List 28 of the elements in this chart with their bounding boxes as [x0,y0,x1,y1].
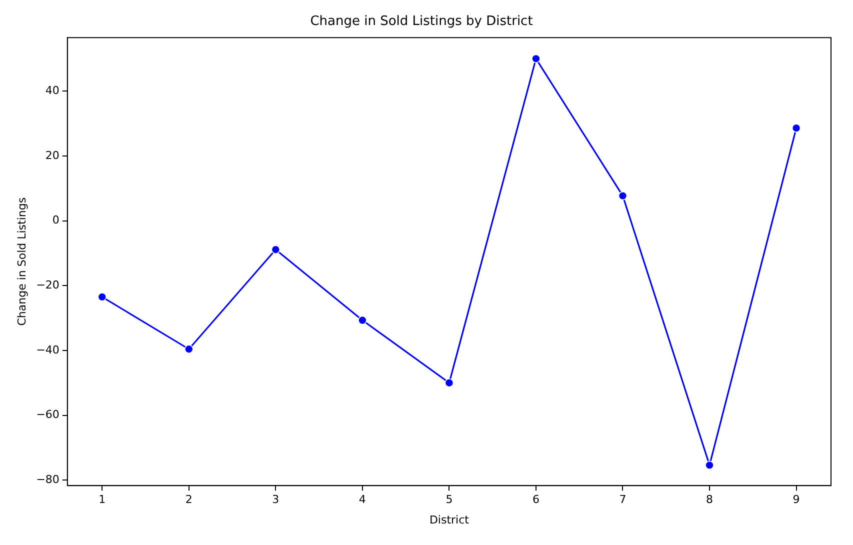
y-tick-label: 0 [52,214,60,227]
point [618,191,628,200]
point [792,124,801,132]
point [358,316,367,325]
x-tick-label: 8 [706,493,714,506]
y-tick-label: −40 [36,343,60,356]
y-tick-label: −60 [36,408,60,422]
x-tick-label: 9 [792,493,800,506]
x-tick-label: 3 [272,493,280,506]
point [184,344,194,354]
point [705,460,714,470]
chart-title: Change in Sold Listings by District [310,14,533,30]
x-tick-label: 2 [185,493,192,506]
x-tick-label: 4 [358,493,366,506]
y-tick-label: −80 [36,472,60,486]
x-tick-label: 6 [532,493,540,506]
x-tick-label: 7 [619,493,626,506]
point [532,54,540,64]
x-tick-label: 5 [446,493,453,506]
y-axis-title: Change in Sold Listings [15,197,28,326]
y-tick-label: 40 [45,84,60,97]
x-tick-label: 1 [98,493,106,506]
y-tick-label: 20 [45,148,60,162]
x-axis-title: District [429,513,470,526]
y-tick-label: −20 [36,278,60,292]
point [271,245,280,254]
point [98,292,107,302]
point [444,378,454,388]
